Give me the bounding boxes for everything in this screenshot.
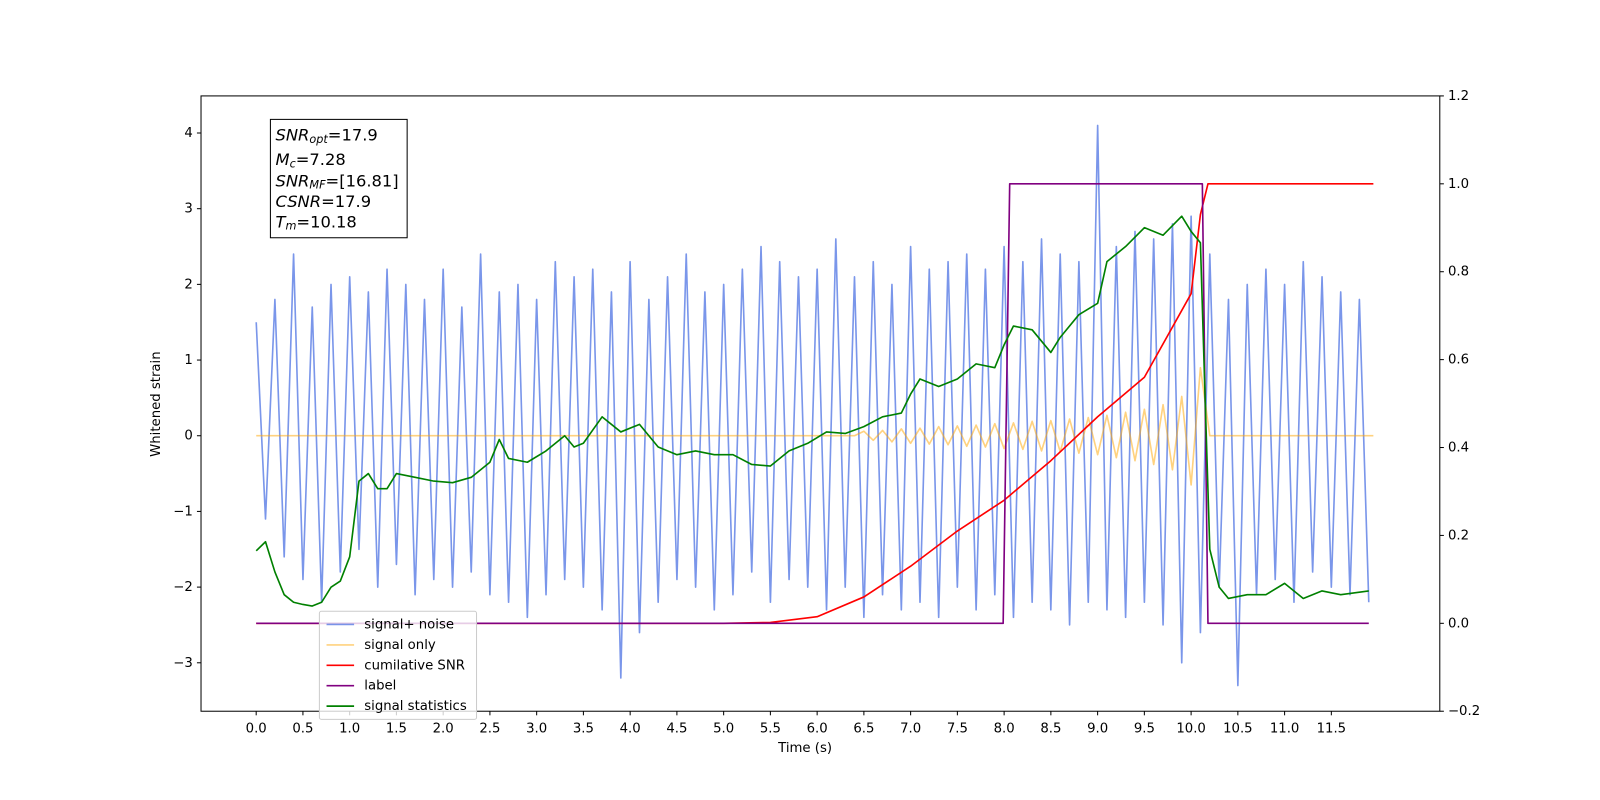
annotation-text: =10.18 [296, 212, 356, 231]
y2-tick-label: 1.0 [1448, 177, 1469, 192]
annotation-text: =17.9 [321, 192, 371, 211]
x-tick-label: 9.5 [1134, 722, 1155, 737]
y-tick-label: 3 [184, 202, 192, 217]
y-tick-label: −1 [173, 504, 193, 519]
legend-label: signal statistics [364, 699, 467, 714]
annotation-subscript: MF [309, 179, 326, 192]
x-tick-label: 10.0 [1176, 722, 1206, 737]
plot-area [255, 124, 1374, 687]
x-tick-label: 5.0 [713, 722, 734, 737]
annotation: SNRopt=17.9Mc=7.28SNRMF=[16.81]CSNR=17.9… [269, 118, 408, 239]
x-tick-label: 2.0 [433, 722, 454, 737]
axes-frame [200, 95, 1441, 712]
x-tick-label: 1.5 [386, 722, 407, 737]
annotation-symbol: CSNR [276, 192, 322, 211]
annotation-box [269, 118, 408, 239]
x-tick-label: 0.5 [292, 722, 313, 737]
y-tick-label: −2 [173, 580, 193, 595]
legend-label: cumilative SNR [364, 658, 465, 673]
series-line [255, 124, 1370, 687]
x-tick-label: 7.5 [947, 722, 968, 737]
x-tick-label: 9.0 [1087, 722, 1108, 737]
x-tick-label: 4.5 [666, 722, 687, 737]
annotation-line: CSNR=17.9 [276, 192, 372, 211]
annotation-line: SNRMF=[16.81] [276, 171, 399, 192]
x-tick-label: 5.5 [760, 722, 781, 737]
x-tick-label: 8.5 [1040, 722, 1061, 737]
y2-tick-label: 0.2 [1448, 528, 1469, 543]
legend-box [318, 610, 478, 720]
annotation-symbol: M [276, 150, 290, 169]
legend-label: signal+ noise [364, 617, 454, 632]
x-tick-label: 4.0 [620, 722, 641, 737]
annotation-text: =[16.81] [326, 171, 399, 190]
annotation-symbol: T [276, 212, 288, 231]
annotation-symbol: SNR [276, 171, 310, 190]
y2-tick-label: 0.6 [1448, 353, 1469, 368]
annotation-symbol: SNR [276, 125, 310, 144]
x-tick-label: 6.0 [807, 722, 828, 737]
x-tick-label: 1.0 [339, 722, 360, 737]
legend: signal+ noise signal only cumilative SNR la… [318, 610, 478, 720]
series-line [256, 366, 1374, 486]
y2-tick-label: 1.2 [1448, 89, 1469, 104]
annotation-subscript: opt [309, 133, 328, 146]
y-tick-label: 1 [184, 353, 192, 368]
y2-tick-label: 0.4 [1448, 441, 1469, 456]
annotation-line: Tm=10.18 [276, 212, 357, 233]
x-tick-label: 7.0 [900, 722, 921, 737]
x-tick-label: 10.5 [1223, 722, 1253, 737]
x-axis-label: Time (s) [777, 741, 832, 756]
x-tick-label: 11.5 [1317, 722, 1347, 737]
x-tick-label: 11.0 [1270, 722, 1300, 737]
series-line [255, 215, 1369, 607]
annotation-text: =7.28 [296, 150, 346, 169]
annotation-line: SNRopt=17.9 [276, 125, 378, 146]
x-tick-label: 0.0 [246, 722, 267, 737]
annotation-line: Mc=7.28 [276, 150, 346, 171]
annotation-subscript: m [285, 220, 296, 233]
series-line [256, 182, 1369, 625]
y-tick-label: 0 [184, 429, 192, 444]
series-line [256, 182, 1374, 625]
legend-label: label [364, 679, 396, 694]
annotation-subscript: c [290, 157, 297, 170]
x-tick-label: 2.5 [479, 722, 500, 737]
x-tick-label: 8.0 [994, 722, 1015, 737]
legend-label: signal only [364, 638, 436, 653]
x-tick-label: 3.5 [573, 722, 594, 737]
x-tick-label: 3.0 [526, 722, 547, 737]
y2-tick-label: 0.0 [1448, 616, 1469, 631]
annotation-text: =17.9 [328, 125, 378, 144]
y-tick-label: 4 [184, 126, 192, 141]
y2-tick-label: −0.2 [1448, 704, 1480, 719]
y-tick-label: 2 [184, 277, 192, 292]
y2-tick-label: 0.8 [1448, 265, 1469, 280]
y-axis-label: Whitened strain [149, 351, 164, 456]
x-tick-label: 6.5 [853, 722, 874, 737]
y-tick-label: −3 [173, 656, 193, 671]
